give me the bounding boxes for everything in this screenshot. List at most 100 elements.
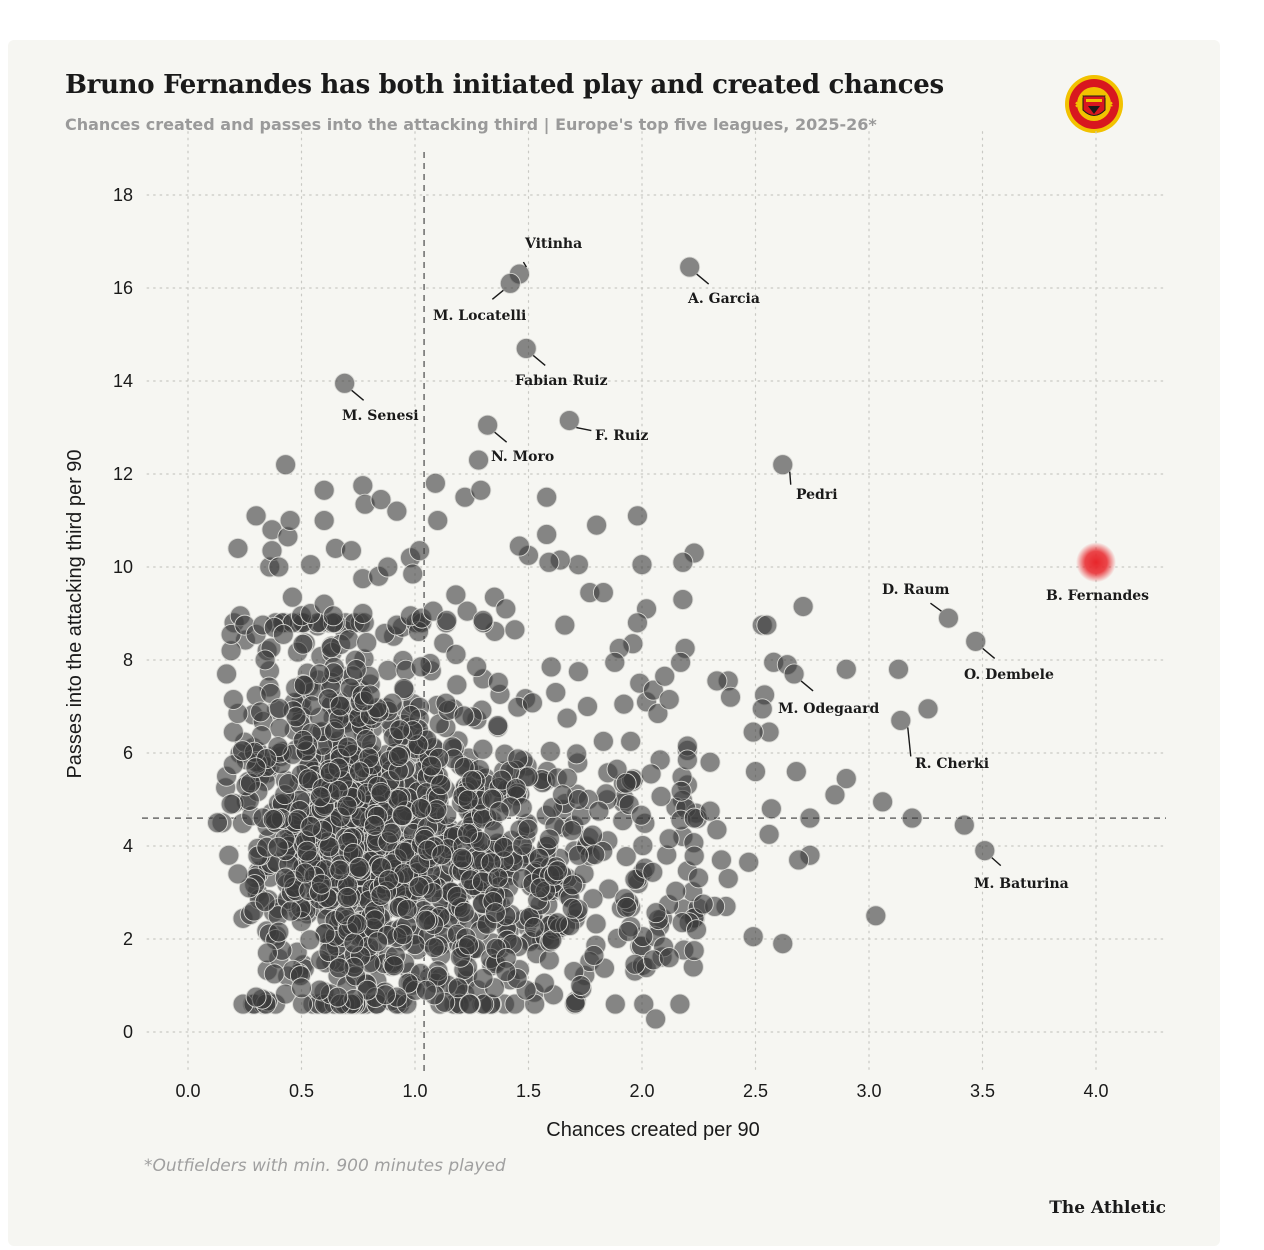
player-dot xyxy=(430,774,452,796)
y-tick-label: 14 xyxy=(113,371,133,391)
player-dot xyxy=(415,979,437,1001)
player-dot xyxy=(420,755,442,777)
brand-logo-text: The Athletic xyxy=(1049,1198,1166,1218)
player-dot xyxy=(558,410,580,431)
player-dot xyxy=(387,746,409,768)
x-tick-label: 2.5 xyxy=(743,1081,768,1101)
player-dot xyxy=(538,949,560,971)
player-dot xyxy=(343,932,365,954)
player-dot xyxy=(688,867,709,889)
player-dot xyxy=(499,272,521,294)
player-dot xyxy=(676,749,698,771)
player-dot xyxy=(683,845,705,867)
player-dot xyxy=(299,929,321,951)
player-dot xyxy=(495,598,517,620)
player-dot xyxy=(507,748,529,770)
player-dot xyxy=(245,757,267,779)
player-dot xyxy=(645,902,667,924)
player-label: Fabian Ruiz xyxy=(515,373,608,389)
player-dot xyxy=(938,607,959,629)
player-dot xyxy=(300,554,322,576)
player-dot xyxy=(616,896,638,918)
player-dot xyxy=(631,554,653,576)
player-dot xyxy=(592,730,614,752)
x-tick-label: 3.5 xyxy=(970,1081,995,1101)
player-dot xyxy=(355,729,377,751)
player-dot xyxy=(457,789,479,811)
player-dot xyxy=(245,986,267,1008)
player-dot xyxy=(505,778,527,800)
player-dot xyxy=(582,888,604,910)
player-dot xyxy=(570,975,592,996)
player-dot xyxy=(583,945,605,966)
player-dot xyxy=(294,862,316,884)
y-tick-label: 0 xyxy=(123,1022,133,1042)
player-dot xyxy=(745,761,766,783)
player-dot xyxy=(613,693,635,715)
player-dot xyxy=(472,610,494,631)
player-dot xyxy=(670,780,692,802)
player-dot xyxy=(319,762,341,784)
player-dot xyxy=(334,372,356,394)
player-dot xyxy=(216,663,238,685)
player-dot xyxy=(458,934,480,956)
player-dot xyxy=(327,986,349,1008)
player-dot xyxy=(363,814,385,836)
player-dot xyxy=(393,678,415,699)
player-dot xyxy=(313,510,335,531)
player-dot xyxy=(320,637,342,659)
player-dot xyxy=(472,968,494,989)
player-label: M. Baturina xyxy=(974,876,1069,892)
player-dot xyxy=(720,686,741,708)
player-dot xyxy=(487,671,509,693)
player-dot xyxy=(683,940,705,962)
y-tick-label: 2 xyxy=(123,929,133,949)
player-dot xyxy=(588,800,610,822)
player-dot xyxy=(487,715,509,737)
player-label: D. Raum xyxy=(882,582,950,598)
leader-line xyxy=(494,431,508,443)
player-dot xyxy=(207,812,228,834)
player-dot xyxy=(274,867,296,889)
y-tick-label: 10 xyxy=(113,557,133,577)
player-dot xyxy=(386,500,408,522)
player-dot xyxy=(377,660,399,681)
player-label: N. Moro xyxy=(491,449,554,465)
player-dot xyxy=(536,524,558,545)
player-dot xyxy=(218,844,240,866)
player-dot xyxy=(408,876,430,898)
player-dot xyxy=(466,656,488,678)
player-dot xyxy=(751,698,773,720)
player-dot xyxy=(615,772,637,794)
x-tick-label: 4.0 xyxy=(1083,1081,1108,1101)
player-dot xyxy=(670,651,692,673)
player-dot xyxy=(965,630,987,652)
player-dot xyxy=(391,805,413,827)
player-dot xyxy=(772,933,794,955)
player-label: R. Cherki xyxy=(915,756,989,772)
player-dot xyxy=(272,623,294,645)
player-label: A. Garcia xyxy=(687,291,760,307)
player-dot xyxy=(232,740,253,762)
player-dot xyxy=(268,921,290,943)
leader-line xyxy=(696,273,710,285)
player-dot xyxy=(285,706,307,728)
player-dot xyxy=(545,682,567,703)
player-dot xyxy=(665,880,687,902)
player-dot xyxy=(364,909,386,931)
leader-line xyxy=(907,727,912,757)
player-dot xyxy=(389,719,411,741)
player-dot xyxy=(250,701,271,723)
player-dot xyxy=(554,614,576,636)
chart-subtitle: Chances created and passes into the atta… xyxy=(65,115,877,134)
player-label: F. Ruiz xyxy=(595,428,648,444)
player-dot xyxy=(888,658,909,680)
player-dot xyxy=(788,849,810,871)
x-tick-label: 0.5 xyxy=(289,1081,314,1101)
player-dot xyxy=(383,955,405,977)
player-dot xyxy=(632,835,654,857)
player-dot xyxy=(457,823,479,844)
player-dot xyxy=(640,763,662,785)
player-dot xyxy=(799,807,821,829)
player-dot xyxy=(445,584,467,606)
